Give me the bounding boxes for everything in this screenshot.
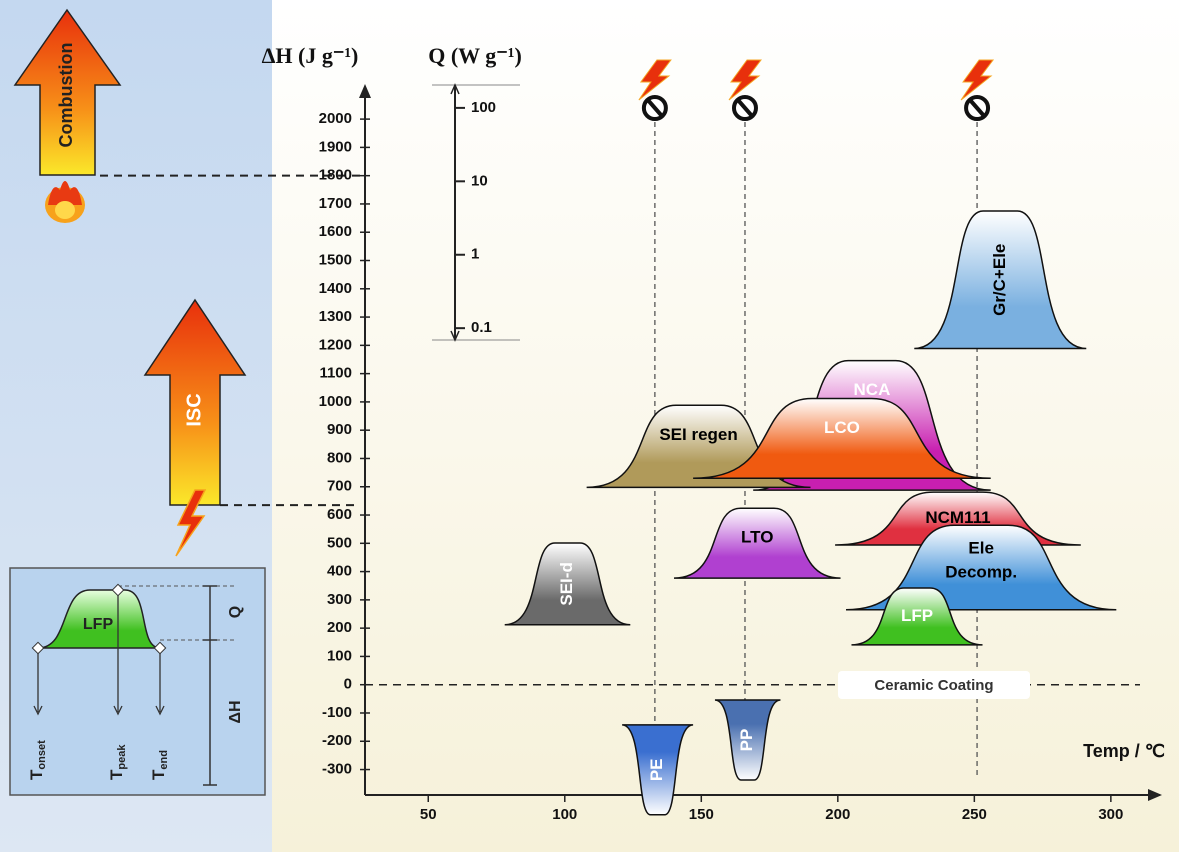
event-label: Combustion bbox=[56, 43, 76, 148]
y-tick-label: 100 bbox=[327, 647, 352, 664]
event-label: ISC bbox=[183, 393, 205, 426]
x-axis-title: Temp / ℃ bbox=[1083, 741, 1165, 761]
y-tick-label: 700 bbox=[327, 478, 352, 495]
y-tick-label: 300 bbox=[327, 591, 352, 608]
inset-peak bbox=[37, 589, 161, 649]
shutdown-icon bbox=[960, 59, 995, 121]
no-sign-slash bbox=[736, 98, 754, 118]
x-tick-label: 300 bbox=[1098, 806, 1123, 823]
y-tick-label: -200 bbox=[322, 732, 352, 749]
y-tick-label: -100 bbox=[322, 704, 352, 721]
q-tick-label: 1 bbox=[471, 246, 479, 263]
inset-q-label: Q bbox=[227, 606, 244, 618]
y-tick-label: 1000 bbox=[319, 393, 352, 410]
y-tick-label: -300 bbox=[322, 761, 352, 778]
shutdown-icon bbox=[728, 59, 762, 121]
y-tick-label: 400 bbox=[327, 563, 352, 580]
inset-t-label: Tpeak bbox=[107, 744, 127, 780]
y-axis-title: ΔH (J g⁻¹) bbox=[262, 43, 359, 68]
y-tick-label: 600 bbox=[327, 506, 352, 523]
no-sign-slash bbox=[968, 98, 986, 118]
y-tick-label: 800 bbox=[327, 449, 352, 466]
no-sign-slash bbox=[646, 98, 664, 118]
x-tick-label: 150 bbox=[689, 806, 714, 823]
t-sub: onset bbox=[36, 740, 48, 770]
peak-label: Decomp. bbox=[945, 563, 1017, 582]
peak-label: PE bbox=[647, 758, 666, 781]
inset-t-label: Tend bbox=[149, 750, 169, 780]
y-tick-label: 1600 bbox=[319, 223, 352, 240]
peak bbox=[714, 699, 781, 781]
x-tick-label: 200 bbox=[825, 806, 850, 823]
peak bbox=[621, 724, 694, 816]
x-tick-label: 100 bbox=[552, 806, 577, 823]
lightning-icon bbox=[175, 489, 207, 557]
y-tick-label: 500 bbox=[327, 534, 352, 551]
y-tick-label: 1900 bbox=[319, 138, 352, 155]
y-tick-label: 2000 bbox=[319, 110, 352, 127]
inset: LFP Q ΔH Tonset Tpeak Tend bbox=[9, 567, 266, 796]
peak bbox=[914, 210, 1087, 350]
peak bbox=[693, 397, 991, 480]
inset-t-label: Tonset bbox=[27, 740, 47, 780]
peak-label: LTO bbox=[741, 528, 773, 547]
peak-label: NCM111 bbox=[925, 508, 990, 527]
y-tick-label: 1800 bbox=[319, 167, 352, 184]
t-main: T bbox=[149, 769, 168, 780]
x-tick-label: 250 bbox=[962, 806, 987, 823]
peak-label: LCO bbox=[824, 418, 860, 437]
ceramic-label: Ceramic Coating bbox=[874, 677, 993, 694]
ceramic-label-box bbox=[838, 671, 1030, 699]
peak-label: Gr/C+Ele bbox=[990, 244, 1009, 316]
combustion-arrow bbox=[13, 8, 122, 176]
y-tick-label: 1500 bbox=[319, 251, 352, 268]
peak bbox=[851, 587, 983, 646]
q-tick-label: 0.1 bbox=[471, 319, 492, 336]
y-tick-label: 0 bbox=[344, 676, 352, 693]
t-main: T bbox=[27, 769, 46, 780]
q-tick-label: 100 bbox=[471, 99, 496, 116]
q-axis-title: Q (W g⁻¹) bbox=[428, 43, 522, 68]
inset-arrows bbox=[33, 590, 165, 716]
peak-label: SEI-d bbox=[557, 562, 576, 605]
t-main: T bbox=[107, 769, 126, 780]
inset-dh-label: ΔH bbox=[227, 700, 244, 723]
lightning bbox=[960, 59, 995, 101]
y-axis-arrow bbox=[359, 84, 371, 98]
y-tick-label: 900 bbox=[327, 421, 352, 438]
inset-peak-label: LFP bbox=[83, 616, 114, 633]
shutdown-icon bbox=[638, 59, 672, 121]
lightning bbox=[728, 59, 762, 101]
peak-label: Ele bbox=[968, 539, 994, 558]
lightning bbox=[638, 59, 672, 101]
peak-label: SEI regen bbox=[659, 425, 737, 444]
t-sub: end bbox=[158, 750, 170, 770]
y-tick-label: 1700 bbox=[319, 195, 352, 212]
flame-icon bbox=[45, 181, 85, 223]
y-tick-label: 1200 bbox=[319, 336, 352, 353]
q-axis-arrow bbox=[450, 83, 460, 342]
q-tick-label: 10 bbox=[471, 172, 488, 189]
x-axis-arrow bbox=[1148, 789, 1162, 801]
peak-label: PP bbox=[737, 729, 756, 752]
peak-label: NCA bbox=[854, 380, 891, 399]
y-tick-label: 200 bbox=[327, 619, 352, 636]
peak bbox=[504, 542, 631, 626]
y-tick-label: 1300 bbox=[319, 308, 352, 325]
inset-markers bbox=[31, 583, 167, 655]
x-tick-label: 50 bbox=[420, 806, 437, 823]
peak bbox=[673, 507, 841, 579]
y-tick-label: 1400 bbox=[319, 280, 352, 297]
t-sub: peak bbox=[116, 744, 128, 770]
y-tick-label: 1100 bbox=[319, 365, 352, 382]
peak-label: LFP bbox=[901, 606, 933, 625]
